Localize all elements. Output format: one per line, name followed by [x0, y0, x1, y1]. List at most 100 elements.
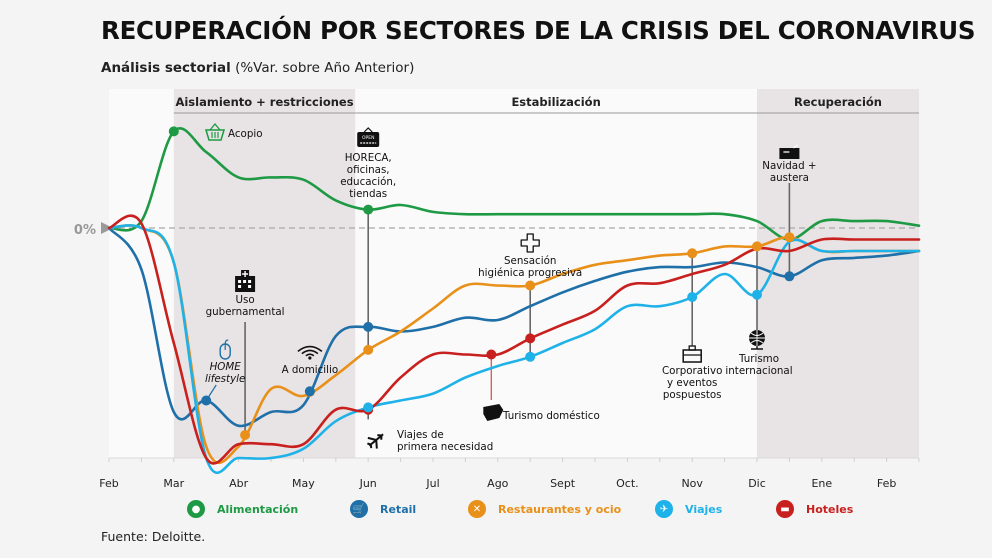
window [248, 280, 252, 283]
subtitle-bold: Análisis sectorial [101, 60, 231, 76]
x-tick-label: Jul [425, 477, 439, 490]
plane-icon: ✈ [655, 500, 673, 518]
wifi-dot [308, 356, 312, 360]
globe-icon [749, 330, 765, 350]
plane-icon [367, 433, 384, 449]
intl-rest-marker [752, 241, 762, 252]
x-tick-label: Feb [877, 477, 896, 490]
corp-label: Corporativo y eventos pospuestos [662, 365, 722, 401]
x-tick-label: Oct. [616, 477, 639, 490]
corp-rest-marker [687, 248, 698, 259]
subtitle-rest: (%Var. sobre Año Anterior) [230, 60, 415, 76]
legend-label: Retail [380, 502, 417, 516]
x-tick-label: Mar [163, 477, 184, 490]
spain-map-icon [483, 404, 504, 421]
corp-viajes-marker [687, 292, 698, 302]
series-line-retail [107, 226, 921, 428]
open-sign-icon: OPEN [357, 127, 380, 147]
legend-item-retail: 🛒 Retail [350, 500, 416, 518]
home-label: HOME lifestyle [205, 361, 245, 385]
legend-item-alimentación: ● Alimentación [187, 500, 298, 518]
window [238, 285, 242, 288]
window [243, 280, 247, 283]
legend-label: Alimentación [217, 502, 299, 516]
building-body [235, 276, 256, 292]
higiene-viajes-marker [525, 351, 536, 362]
rest-jun-marker [363, 344, 374, 355]
gov-label: Uso gubernamental [206, 294, 285, 318]
virus-shape [520, 233, 540, 253]
chart-title: RECUPERACIÓN POR SECTORES DE LA CRISIS D… [101, 16, 976, 45]
zero-label: 0% [74, 223, 96, 238]
navidad-rest-marker [784, 232, 795, 243]
retail-jun-marker [363, 321, 374, 332]
mouse-icon [219, 339, 231, 360]
turismo-domestico-marker [486, 349, 497, 360]
sign-text: OPEN [362, 135, 374, 141]
virus-icon [520, 233, 540, 253]
x-tick-label: Ago [487, 477, 509, 490]
turismo-domestico-label: Turismo doméstico [502, 410, 600, 422]
basket-icon [204, 122, 226, 141]
x-tick-label: Abr [229, 477, 249, 490]
basket-handle [209, 122, 221, 131]
bed-icon: ▬ [776, 500, 794, 518]
phase-band [757, 89, 919, 458]
series-line-restaurantes-y-ocio [107, 224, 921, 464]
briefcase-icon [682, 345, 702, 363]
higiene-rest-marker [525, 280, 536, 291]
legend-label: Restaurantes y ocio [498, 502, 622, 516]
navidad-retail-marker [784, 271, 795, 282]
sign-hanger [363, 127, 373, 133]
cutlery-icon: ✕ [468, 500, 486, 518]
series-line-viajes [107, 224, 921, 475]
hospital-icon [235, 270, 256, 292]
viajes-jun-marker [363, 402, 374, 413]
horeca-marker [363, 204, 374, 215]
legend-item-viajes: ✈ Viajes [655, 500, 722, 518]
x-tick-label: Jun [359, 477, 377, 490]
mouse-cable [224, 339, 229, 345]
legend-label: Hoteles [806, 502, 854, 516]
phase-label: Aislamiento + restricciones [175, 95, 353, 109]
x-tick-label: Nov [681, 477, 703, 490]
wifi-arc [301, 349, 319, 355]
x-tick-label: Feb [99, 477, 118, 490]
home-marker [201, 395, 212, 406]
acopio-marker [168, 126, 179, 137]
globe-stand [751, 346, 763, 350]
domicilio-label: A domicilio [282, 364, 339, 376]
phase-label: Estabilización [511, 95, 600, 109]
gift-box [779, 148, 800, 159]
x-tick-label: Sept [550, 477, 576, 490]
legend-item-restaurantes-y-ocio: ✕ Restaurantes y ocio [468, 500, 621, 518]
gift-ribbon [783, 144, 798, 153]
x-tick-label: Ene [811, 477, 832, 490]
series-line-hoteles [107, 214, 921, 465]
x-tick-label: May [292, 477, 315, 490]
plane-shape [367, 433, 384, 449]
intl-label: Turismo internacional [725, 353, 792, 377]
cross [242, 271, 249, 277]
window [238, 280, 242, 283]
acopio-label: Acopio [228, 128, 263, 140]
zero-marker-icon [101, 222, 113, 234]
cart-icon: 🛒 [350, 500, 368, 518]
intl-viajes-marker [752, 289, 762, 300]
domicilio-retail-marker [304, 386, 315, 397]
x-tick-label: Dic [748, 477, 766, 490]
wifi-arc [305, 353, 315, 357]
phase-label: Recuperación [794, 95, 882, 109]
chart-subtitle: Análisis sectorial (%Var. sobre Año Ante… [101, 60, 414, 76]
apple-icon: ● [187, 500, 205, 518]
globe-grid [749, 330, 765, 346]
legend-label: Viajes [685, 502, 723, 516]
gift-icon [779, 144, 800, 159]
higiene-hotel-marker [525, 333, 536, 344]
source-note: Fuente: Deloitte. [101, 529, 206, 544]
gov-marker [240, 430, 251, 440]
navidad-label: Navidad + austera [762, 160, 816, 184]
case-handle [688, 345, 696, 351]
viajes-necesidad-label: Viajes de primera necesidad [397, 429, 493, 453]
